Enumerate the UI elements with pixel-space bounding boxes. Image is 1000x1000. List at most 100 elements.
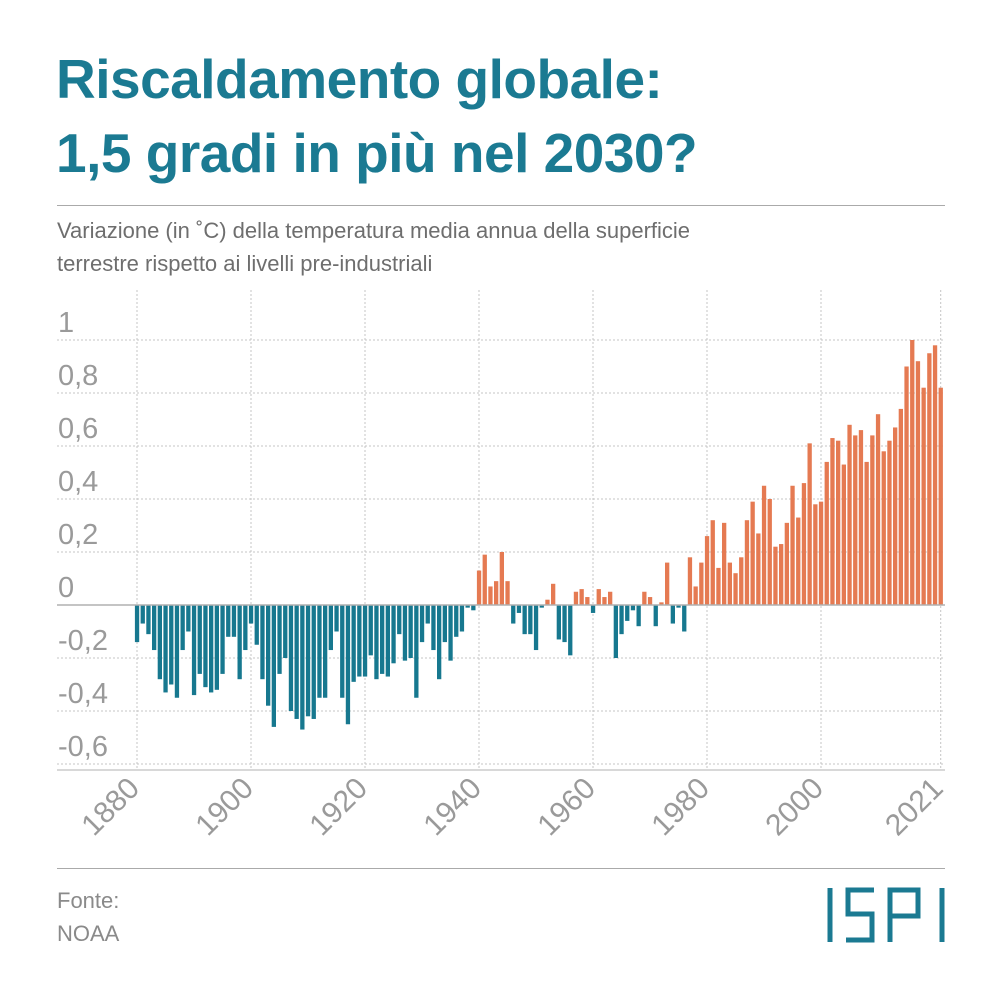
bar-2018	[921, 387, 926, 605]
bar-2009	[870, 435, 875, 605]
bar-1992	[773, 546, 778, 605]
bar-1996	[796, 517, 801, 605]
bar-1904	[271, 605, 276, 727]
divider-bottom	[57, 868, 945, 869]
bar-2016	[910, 340, 915, 605]
bar-1995	[790, 485, 795, 605]
bar-1903	[266, 605, 271, 706]
bar-1984	[727, 562, 732, 605]
bar-1900	[248, 605, 254, 624]
bar-1911	[311, 605, 316, 719]
bar-1934	[442, 605, 447, 643]
bar-2008	[864, 461, 869, 605]
bar-1925	[391, 605, 396, 664]
bar-1964	[613, 605, 618, 658]
bar-1973	[665, 562, 670, 605]
x-tick-label: 1960	[531, 772, 602, 843]
bar-2003	[836, 440, 841, 605]
bar-2005	[847, 424, 852, 605]
bar-1989	[756, 533, 761, 605]
x-tick-label: 1920	[303, 772, 374, 843]
x-tick-label: 1880	[75, 772, 146, 843]
bar-1987	[744, 520, 750, 605]
bar-1931	[425, 605, 430, 624]
bar-1916	[340, 605, 345, 698]
bar-2006	[853, 435, 858, 605]
bar-1881	[140, 605, 145, 624]
bar-1936	[454, 605, 459, 637]
bar-1947	[516, 605, 522, 613]
bar-2012	[887, 440, 892, 605]
bar-1962	[602, 597, 607, 605]
bar-1898	[237, 605, 242, 680]
bar-1997	[801, 483, 807, 605]
y-tick-label: 1	[58, 307, 74, 339]
bar-1883	[152, 605, 157, 651]
bar-1930	[419, 605, 425, 643]
bar-1981	[710, 520, 715, 605]
bar-1920	[362, 605, 368, 677]
source-label: Fonte:	[57, 888, 120, 913]
bar-1948	[522, 605, 527, 635]
bar-1896	[226, 605, 231, 637]
bar-1893	[209, 605, 214, 693]
bar-1939	[471, 605, 476, 611]
divider-top	[57, 205, 945, 206]
bar-1994	[784, 522, 789, 605]
bar-1924	[385, 605, 390, 677]
bar-1899	[243, 605, 248, 651]
bar-1885	[163, 605, 168, 693]
bar-2007	[858, 430, 864, 605]
bar-1950	[533, 605, 539, 651]
bar-2020	[932, 345, 938, 605]
subtitle: Variazione (in ˚C) della temperatura med…	[57, 214, 957, 280]
bar-1913	[323, 605, 328, 698]
bar-1933	[437, 605, 442, 680]
y-tick-label: 0,8	[58, 360, 98, 392]
bar-1975	[676, 605, 681, 608]
bar-1959	[585, 597, 590, 605]
bar-1954	[556, 605, 561, 640]
bar-1912	[317, 605, 322, 698]
y-tick-label: 0,4	[58, 466, 98, 498]
bar-1917	[345, 605, 351, 725]
bar-2021	[938, 387, 943, 605]
bar-1907	[288, 605, 294, 711]
bar-1965	[619, 605, 624, 635]
page-title: Riscaldamento globale: 1,5 gradi in più …	[56, 42, 698, 190]
bar-2000	[818, 501, 824, 605]
bar-1953	[551, 583, 556, 605]
bar-1991	[767, 499, 772, 605]
bar-2001	[824, 461, 829, 605]
bar-1937	[459, 605, 465, 632]
x-tick-label: 1980	[645, 772, 716, 843]
bar-1945	[505, 581, 510, 605]
bar-1880	[134, 605, 140, 643]
y-tick-label: -0,6	[58, 731, 108, 763]
bar-1886	[169, 605, 174, 685]
bar-1946	[511, 605, 516, 624]
bar-1942	[488, 586, 493, 605]
bar-1955	[562, 605, 567, 643]
bar-2004	[841, 464, 846, 605]
bar-2011	[881, 451, 886, 605]
bar-1902	[260, 605, 265, 680]
bar-1952	[545, 599, 550, 605]
bar-1921	[368, 605, 373, 656]
bar-1919	[357, 605, 362, 677]
bar-1890	[191, 605, 197, 696]
bar-1966	[625, 605, 630, 621]
bar-1990	[761, 485, 767, 605]
bar-2019	[927, 353, 932, 605]
bar-2002	[830, 438, 835, 605]
y-tick-label: 0	[58, 572, 74, 604]
bar-1993	[779, 544, 784, 605]
bar-1897	[231, 605, 237, 637]
title-line-2: 1,5 gradi in più nel 2030?	[56, 122, 698, 184]
bar-1905	[277, 605, 282, 674]
bar-1894	[214, 605, 219, 690]
bar-1923	[380, 605, 385, 674]
y-tick-label: -0,2	[58, 625, 108, 657]
x-tick-label: 1900	[189, 772, 260, 843]
